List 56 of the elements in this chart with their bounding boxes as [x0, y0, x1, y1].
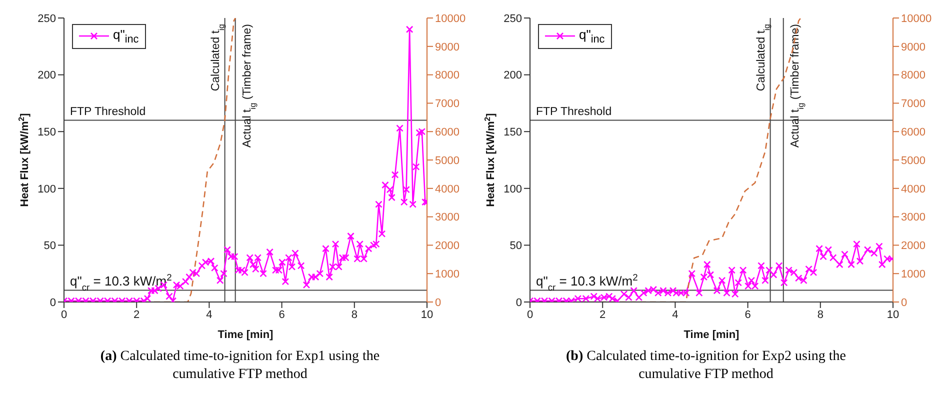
- x-tick-label: 10: [420, 308, 434, 321]
- y2-tick-label: 4000: [901, 183, 926, 196]
- text: (b) Calculated time-to-ignition for Exp2 using the cumulative FTP method: [566, 349, 846, 382]
- y-tick-label: 50: [510, 240, 522, 252]
- y2-tick-label: 7000: [901, 98, 926, 110]
- y-tick-label: 50: [44, 240, 56, 252]
- x-axis-title: Time [min]: [684, 329, 740, 341]
- x-tick-label: 8: [351, 308, 358, 321]
- y2-tick-label: 8000: [435, 70, 460, 82]
- y-tick-label: 200: [504, 70, 522, 82]
- y2-tick-label: 3000: [901, 212, 926, 224]
- x-tick-label: 0: [526, 308, 534, 321]
- x-tick-label: 4: [206, 308, 212, 321]
- y2-tick-label: 0: [435, 296, 442, 309]
- x-tick-label: 4: [672, 308, 678, 321]
- x-tick-label: 6: [744, 308, 751, 321]
- y2-tick-label: 6000: [435, 126, 460, 139]
- y2-tick-label: 2000: [901, 240, 926, 252]
- y-tick-label: 150: [504, 126, 522, 139]
- legend-label: q"$_{inc}$: [113, 27, 139, 46]
- x-tick-label: 2: [134, 308, 140, 321]
- text: (a) Calculated time-to-ignition for Exp1 using the cumulative FTP method: [100, 349, 380, 382]
- y-tick-label: 250: [504, 12, 522, 25]
- ref-line-label: q"$_{cr}$ = 10.3 kW/m$^{2}$: [536, 272, 638, 292]
- legend-label: q"$_{inc}$: [579, 27, 605, 46]
- y2-tick-label: 8000: [901, 70, 926, 82]
- y2-tick-label: 10000: [435, 12, 466, 25]
- ref-line-label: q"$_{cr}$ = 10.3 kW/m$^{2}$: [70, 272, 172, 292]
- y2-tick-label: 2000: [435, 240, 460, 252]
- ref-line-label: FTP Threshold: [536, 106, 612, 118]
- y2-tick-label: 9000: [435, 41, 460, 54]
- y2-tick-label: 1000: [435, 268, 460, 281]
- x-axis-title: Time [min]: [218, 329, 274, 341]
- y2-tick-label: 5000: [901, 154, 926, 167]
- y-tick-label: 200: [38, 70, 56, 82]
- y2-tick-label: 10000: [901, 12, 932, 25]
- x-tick-label: 10: [886, 308, 900, 321]
- x-tick-label: 8: [817, 308, 824, 321]
- y-tick-label: 250: [38, 12, 56, 25]
- y-tick-label: 100: [38, 183, 56, 196]
- ref-line-label: FTP Threshold: [70, 106, 146, 118]
- y2-tick-label: 7000: [435, 98, 460, 110]
- x-tick-label: 0: [60, 308, 68, 321]
- y2-tick-label: 9000: [901, 41, 926, 54]
- y-tick-label: 0: [50, 296, 56, 309]
- y2-tick-label: 1000: [901, 268, 926, 281]
- y-tick-label: 0: [516, 296, 522, 309]
- y2-tick-label: 3000: [435, 212, 460, 224]
- x-tick-label: 2: [600, 308, 606, 321]
- y2-tick-label: 4000: [435, 183, 460, 196]
- y-tick-label: 100: [504, 183, 522, 196]
- y2-tick-label: 5000: [435, 154, 460, 167]
- y-tick-label: 150: [38, 126, 56, 139]
- x-tick-label: 6: [278, 308, 285, 321]
- y2-tick-label: 6000: [901, 126, 926, 139]
- y2-tick-label: 0: [901, 296, 908, 309]
